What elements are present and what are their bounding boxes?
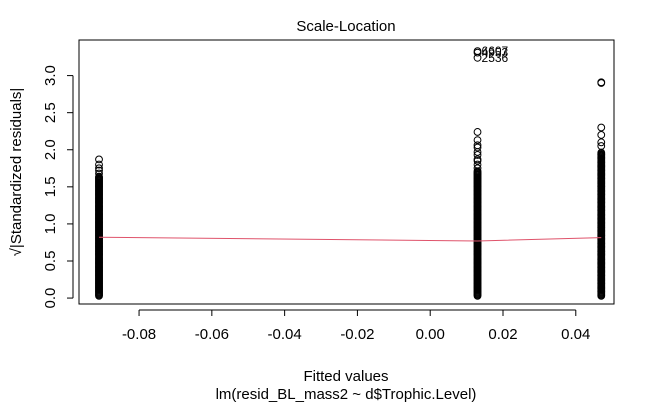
- data-point: [473, 128, 482, 136]
- y-tick-label: 0.0: [42, 288, 59, 309]
- y-tick-label: 0.5: [42, 251, 59, 272]
- chart-title: Scale-Location: [296, 18, 395, 35]
- data-points: [95, 47, 606, 300]
- y-tick-label: 3.0: [42, 65, 59, 86]
- y-tick-label: 1.5: [42, 176, 59, 197]
- chart-subtitle: lm(resid_BL_mass2 ~ d$Trophic.Level): [216, 386, 477, 403]
- x-tick-label: -0.02: [340, 326, 374, 343]
- data-point: [473, 47, 482, 56]
- x-tick-label: 0.04: [561, 326, 590, 343]
- x-tick-label: -0.04: [268, 326, 302, 343]
- plot-frame: [78, 39, 615, 305]
- data-point: [597, 138, 606, 147]
- data-point: [597, 142, 606, 150]
- point-label: 2536: [482, 51, 509, 65]
- data-point: [473, 151, 482, 159]
- data-point: [473, 143, 482, 152]
- x-tick-label: -0.08: [122, 326, 156, 343]
- y-axis-label: √|Standardized residuals|: [8, 88, 25, 257]
- smoother-line-group: [99, 236, 602, 242]
- data-point: [473, 164, 482, 173]
- data-point: [473, 160, 482, 169]
- x-tick-label: -0.06: [195, 326, 229, 343]
- point-label: 6607: [482, 44, 509, 58]
- data-point: [473, 136, 482, 145]
- x-tick-label: 0.00: [416, 326, 445, 343]
- y-tick-label: 2.5: [42, 102, 59, 123]
- data-point: [597, 78, 606, 87]
- data-point: [473, 141, 482, 150]
- x-axis: -0.08 -0.06 -0.04 -0.02 0.00 0.02 0.04: [122, 309, 590, 343]
- data-point: [473, 155, 482, 164]
- data-point: [95, 172, 103, 181]
- y-tick-label: 1.0: [42, 213, 59, 234]
- point-label: 4953: [482, 46, 509, 60]
- y-axis: 0.0 0.5 1.0 1.5 2.0 2.5 3.0: [42, 65, 74, 309]
- x-axis-label: Fitted values: [303, 368, 388, 385]
- data-point: [95, 160, 103, 169]
- data-point: [95, 164, 103, 173]
- data-point: [597, 131, 606, 139]
- data-point: [95, 166, 103, 175]
- data-point: [95, 155, 103, 164]
- y-tick-label: 2.0: [42, 139, 59, 160]
- data-point: [95, 169, 103, 178]
- smoother-line: [99, 236, 602, 242]
- data-point: [597, 123, 606, 132]
- x-tick-label: 0.02: [488, 326, 517, 343]
